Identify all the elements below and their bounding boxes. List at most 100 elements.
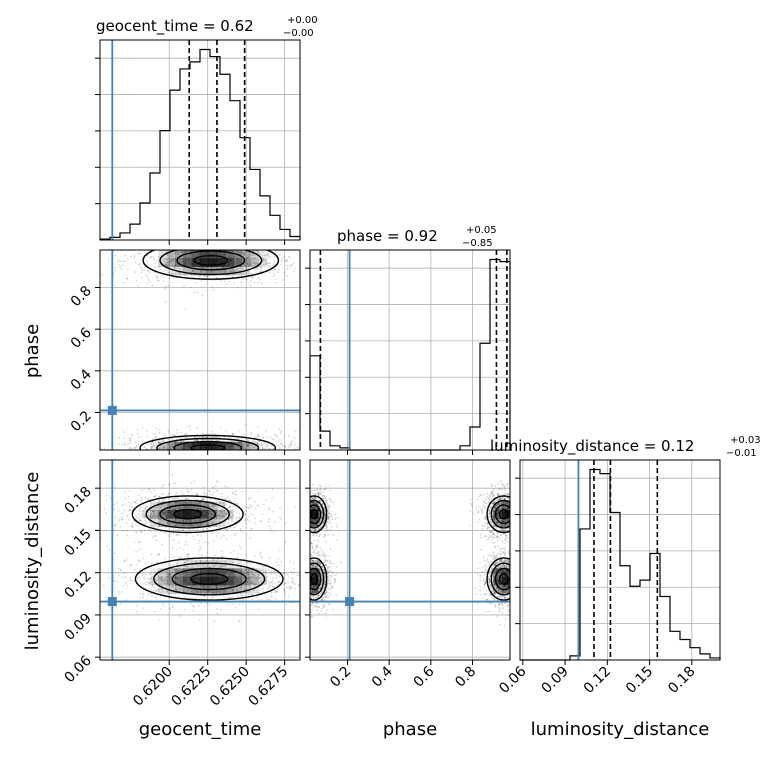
sample-point bbox=[171, 446, 173, 448]
sample-point bbox=[157, 526, 160, 529]
sample-point bbox=[220, 495, 223, 498]
sample-point bbox=[511, 582, 513, 584]
sample-point bbox=[227, 521, 230, 524]
sample-point bbox=[182, 493, 185, 496]
sample-point bbox=[232, 526, 235, 529]
sample-point bbox=[500, 558, 502, 561]
sample-point bbox=[308, 578, 310, 580]
sample-point bbox=[138, 519, 141, 521]
sample-point bbox=[192, 457, 194, 459]
sample-point bbox=[149, 518, 152, 520]
sample-point bbox=[268, 255, 270, 257]
sample-point bbox=[136, 531, 138, 534]
sample-point bbox=[513, 580, 515, 582]
sample-point bbox=[257, 505, 260, 507]
sample-point bbox=[88, 525, 90, 527]
sample-point bbox=[119, 457, 121, 459]
sample-point bbox=[195, 561, 197, 564]
sample-point bbox=[211, 248, 213, 250]
sample-point bbox=[224, 246, 226, 248]
sample-point bbox=[476, 567, 479, 570]
sample-point bbox=[131, 522, 133, 525]
contour-line bbox=[189, 573, 229, 586]
sample-point bbox=[498, 494, 501, 497]
sample-point bbox=[138, 549, 140, 552]
sample-point bbox=[527, 590, 529, 592]
sample-point bbox=[514, 596, 516, 598]
sample-point bbox=[230, 270, 232, 273]
sample-point bbox=[119, 266, 121, 268]
sample-point bbox=[506, 604, 509, 607]
contour-line bbox=[142, 250, 280, 280]
sample-point bbox=[499, 564, 501, 567]
sample-point bbox=[193, 242, 195, 244]
sample-point bbox=[261, 444, 264, 446]
sample-point bbox=[513, 578, 515, 580]
sample-point bbox=[233, 453, 235, 455]
sample-point bbox=[270, 571, 273, 573]
sample-point bbox=[218, 520, 221, 523]
sample-point bbox=[168, 584, 171, 586]
sample-point bbox=[222, 266, 224, 269]
sample-point bbox=[246, 279, 248, 281]
sample-point bbox=[277, 271, 280, 273]
sample-point bbox=[496, 503, 499, 506]
sample-point bbox=[338, 450, 340, 452]
sample-point bbox=[189, 456, 191, 458]
sample-point bbox=[261, 254, 264, 257]
sample-point bbox=[253, 576, 256, 579]
sample-point bbox=[220, 246, 222, 248]
sample-point bbox=[511, 587, 513, 589]
sample-point bbox=[232, 505, 234, 508]
sample-point bbox=[257, 599, 260, 601]
sample-point bbox=[176, 562, 179, 565]
sample-point bbox=[75, 437, 77, 439]
sample-point bbox=[501, 604, 504, 606]
sample-point bbox=[494, 564, 497, 566]
sample-point bbox=[190, 274, 193, 277]
density-cell bbox=[183, 585, 192, 594]
sample-point bbox=[252, 276, 255, 279]
sample-point bbox=[225, 454, 227, 456]
sample-point bbox=[133, 520, 136, 522]
sample-point bbox=[268, 261, 270, 264]
sample-point bbox=[210, 270, 213, 272]
sample-point bbox=[229, 509, 232, 512]
sample-point bbox=[224, 513, 227, 516]
sample-point bbox=[270, 529, 272, 532]
sample-point bbox=[177, 236, 179, 238]
sample-point bbox=[128, 495, 130, 498]
sample-point bbox=[514, 551, 516, 553]
sample-point bbox=[256, 576, 259, 579]
sample-point bbox=[254, 517, 256, 520]
sample-point bbox=[42, 446, 44, 448]
sample-point bbox=[488, 554, 490, 556]
sample-point bbox=[94, 568, 96, 570]
sample-point bbox=[251, 573, 253, 575]
density-cell bbox=[166, 441, 176, 450]
sample-point bbox=[194, 585, 197, 587]
sample-point bbox=[259, 253, 262, 256]
sample-point bbox=[156, 502, 158, 504]
sample-point bbox=[492, 575, 494, 578]
sample-point bbox=[178, 542, 180, 544]
sample-point bbox=[490, 491, 493, 493]
sample-point bbox=[484, 581, 486, 583]
sample-point bbox=[167, 563, 170, 566]
sample-point bbox=[513, 576, 515, 578]
sample-point bbox=[236, 569, 239, 571]
sample-point bbox=[484, 573, 487, 575]
sample-point bbox=[176, 571, 178, 574]
sample-point bbox=[199, 523, 202, 525]
sample-point bbox=[256, 442, 259, 445]
sample-point bbox=[138, 510, 141, 513]
sample-point bbox=[237, 563, 240, 565]
sample-point bbox=[125, 522, 128, 524]
sample-point bbox=[122, 585, 125, 587]
sample-point bbox=[490, 554, 492, 557]
sample-point bbox=[501, 590, 503, 593]
sample-point bbox=[485, 570, 488, 573]
sample-point bbox=[128, 509, 131, 511]
sample-point bbox=[266, 575, 268, 578]
sample-point bbox=[248, 255, 250, 258]
